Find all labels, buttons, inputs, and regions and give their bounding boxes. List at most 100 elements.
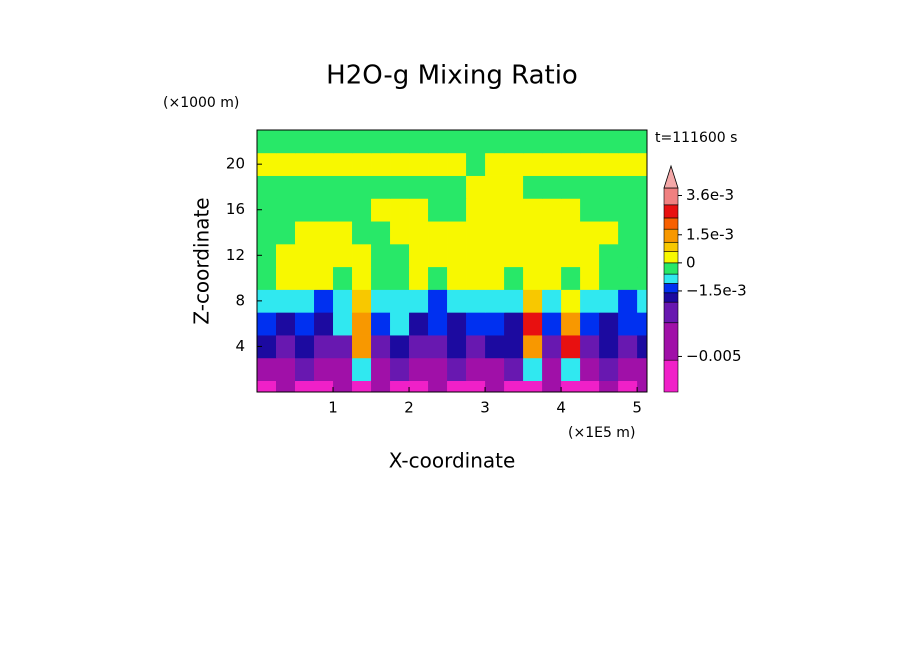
contour-cell: [447, 380, 467, 393]
contour-cell: [561, 221, 581, 245]
colorbar-segment: [663, 228, 679, 243]
contour-cell: [314, 130, 334, 154]
contour-cell: [447, 289, 467, 313]
contour-cell: [352, 198, 372, 222]
contour-cell: [352, 175, 372, 199]
contour-cell: [276, 221, 296, 245]
contour-cell: [618, 198, 638, 222]
contour-cell: [561, 312, 581, 336]
contour-cell: [257, 221, 277, 245]
contour-cell: [542, 243, 562, 268]
contour-cell: [409, 152, 429, 176]
contour-cell: [352, 380, 372, 393]
x-tick-label: 3: [480, 399, 490, 417]
colorbar-segment: [663, 301, 679, 324]
contour-cell: [428, 175, 448, 199]
contour-cell: [333, 130, 353, 154]
contour-cell: [542, 221, 562, 245]
contour-cell: [257, 357, 277, 382]
contour-cell: [390, 380, 410, 393]
colorbar-segment: [663, 241, 679, 252]
colorbar-tick-label: 1.5e-3: [686, 225, 734, 243]
contour-cell: [314, 266, 334, 290]
contour-cell: [542, 175, 562, 199]
contour-cell: [580, 152, 600, 176]
contour-cell: [257, 152, 277, 176]
contour-cell: [390, 175, 410, 199]
contour-cell: [333, 289, 353, 313]
contour-cell: [276, 289, 296, 313]
contour-cell: [504, 357, 524, 382]
y-tick-label: 4: [235, 337, 245, 355]
contour-cell: [371, 335, 391, 359]
contour-cell: [485, 221, 505, 245]
contour-cell: [295, 130, 315, 154]
contour-cell: [333, 357, 353, 382]
contour-cell: [428, 130, 448, 154]
contour-cell: [561, 175, 581, 199]
contour-cell: [637, 175, 648, 199]
colorbar-tick-label: 0: [686, 253, 696, 271]
colorbar-segment: [663, 217, 679, 230]
contour-cell: [485, 198, 505, 222]
contour-cell: [333, 312, 353, 336]
colorbar-segment: [663, 359, 679, 393]
contour-cell: [618, 380, 638, 393]
colorbar-segment: [663, 292, 679, 303]
contour-cell: [561, 152, 581, 176]
contour-cell: [637, 221, 648, 245]
contour-cell: [599, 130, 619, 154]
contour-cell: [561, 266, 581, 290]
contour-cell: [466, 130, 486, 154]
contour-cell: [314, 243, 334, 268]
contour-cell: [618, 266, 638, 290]
contour-cell: [295, 221, 315, 245]
contour-cell: [409, 266, 429, 290]
contour-cell: [504, 130, 524, 154]
contour-cell: [542, 380, 562, 393]
contour-cell: [485, 357, 505, 382]
contour-cell: [580, 335, 600, 359]
contour-cell: [637, 130, 648, 154]
contour-cell: [276, 175, 296, 199]
contour-cell: [618, 335, 638, 359]
contour-cell: [523, 312, 543, 336]
contour-cell: [371, 266, 391, 290]
contour-cell: [504, 243, 524, 268]
contour-cell: [637, 380, 648, 393]
contour-cell: [409, 175, 429, 199]
y-axis-label: Z-coordinate: [190, 197, 214, 324]
contour-cell: [599, 357, 619, 382]
contour-cell: [371, 243, 391, 268]
colorbar-segment: [663, 204, 679, 219]
contour-cell: [276, 130, 296, 154]
contour-cell: [637, 335, 648, 359]
contour-cell: [276, 357, 296, 382]
contour-cell: [447, 357, 467, 382]
contour-cell: [618, 175, 638, 199]
contour-cell: [333, 380, 353, 393]
contour-cell: [390, 152, 410, 176]
x-unit: (×1E5 m): [568, 425, 635, 441]
contour-cell: [618, 357, 638, 382]
contour-cell: [257, 130, 277, 154]
contour-cell: [352, 221, 372, 245]
contour-cell: [561, 335, 581, 359]
contour-cell: [504, 198, 524, 222]
contour-cell: [637, 266, 648, 290]
contour-cell: [257, 335, 277, 359]
contour-cell: [561, 198, 581, 222]
contour-cell: [257, 289, 277, 313]
contour-cell: [352, 266, 372, 290]
contour-cell: [485, 289, 505, 313]
contour-cell: [618, 221, 638, 245]
contour-cell: [295, 198, 315, 222]
contour-cell: [466, 312, 486, 336]
contour-cell: [276, 266, 296, 290]
contour-cell: [333, 243, 353, 268]
contour-cell: [447, 266, 467, 290]
contour-cell: [466, 152, 486, 176]
contour-cell: [466, 266, 486, 290]
contour-cell: [371, 289, 391, 313]
y-tick-label: 16: [226, 200, 245, 218]
